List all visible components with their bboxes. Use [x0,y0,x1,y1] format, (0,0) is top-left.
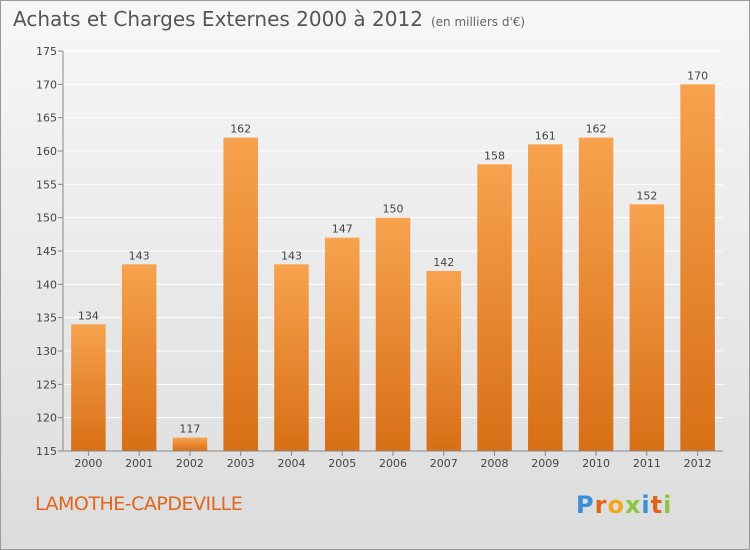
bar [274,264,309,451]
data-label: 161 [535,129,556,142]
x-tick-label: 2004 [277,457,305,470]
logo-letter: i [641,491,651,519]
y-tick-label: 170 [36,78,57,91]
x-tick-label: 2010 [582,457,610,470]
x-tick-label: 2002 [176,457,204,470]
bar [121,264,157,451]
bar [528,144,563,452]
data-label: 152 [636,189,657,202]
data-label: 150 [383,203,404,216]
unit-label: (en milliers d'€) [430,15,526,29]
y-tick-label: 120 [36,412,57,425]
y-tick-label: 140 [36,278,57,291]
y-tick-label: 135 [36,312,57,325]
commune-name: LAMOTHE-CAPDEVILLE [35,493,243,515]
bar [426,271,462,451]
y-tick-label: 155 [36,178,57,191]
bar [477,164,512,452]
bar [680,84,715,451]
y-tick-label: 115 [36,445,57,458]
x-tick-label: 2006 [379,457,407,470]
bar [324,237,360,451]
logo-letter: t [650,491,664,519]
chart-title: Achats et Charges Externes 2000 à 2012 (e… [13,7,526,31]
data-label: 142 [433,256,454,269]
bar [223,137,258,451]
x-tick-label: 2008 [481,457,509,470]
x-tick-label: 2012 [684,457,712,470]
x-tick-label: 2000 [74,457,102,470]
y-tick-label: 165 [36,112,57,125]
y-tick-label: 130 [36,345,57,358]
x-tick-label: 2005 [328,457,356,470]
logo-letter: P [576,491,595,519]
bar [375,217,411,451]
y-tick-label: 150 [36,212,57,225]
y-tick-label: 125 [36,378,57,391]
bar [578,137,614,451]
data-label: 162 [586,123,607,136]
data-label: 143 [129,249,150,262]
logo-letter: r [594,491,608,519]
data-label: 158 [484,149,505,162]
data-label: 162 [230,123,251,136]
data-label: 143 [281,249,302,262]
data-label: 117 [179,423,200,436]
y-tick-label: 175 [36,45,57,58]
bar [629,204,665,451]
data-label: 147 [332,223,353,236]
x-tick-label: 2007 [430,457,458,470]
bar [71,324,106,451]
proxiti-logo: Proxiti [576,491,672,519]
logo-letter: x [624,491,642,519]
logo-letter: o [607,491,625,519]
x-tick-label: 2001 [125,457,153,470]
y-tick-label: 145 [36,245,57,258]
x-tick-label: 2003 [227,457,255,470]
data-label: 170 [687,69,708,82]
logo-letter: i [663,491,673,519]
y-tick-label: 160 [36,145,57,158]
x-tick-label: 2011 [633,457,661,470]
x-tick-label: 2009 [531,457,559,470]
bar [172,437,208,451]
data-label: 134 [78,309,99,322]
